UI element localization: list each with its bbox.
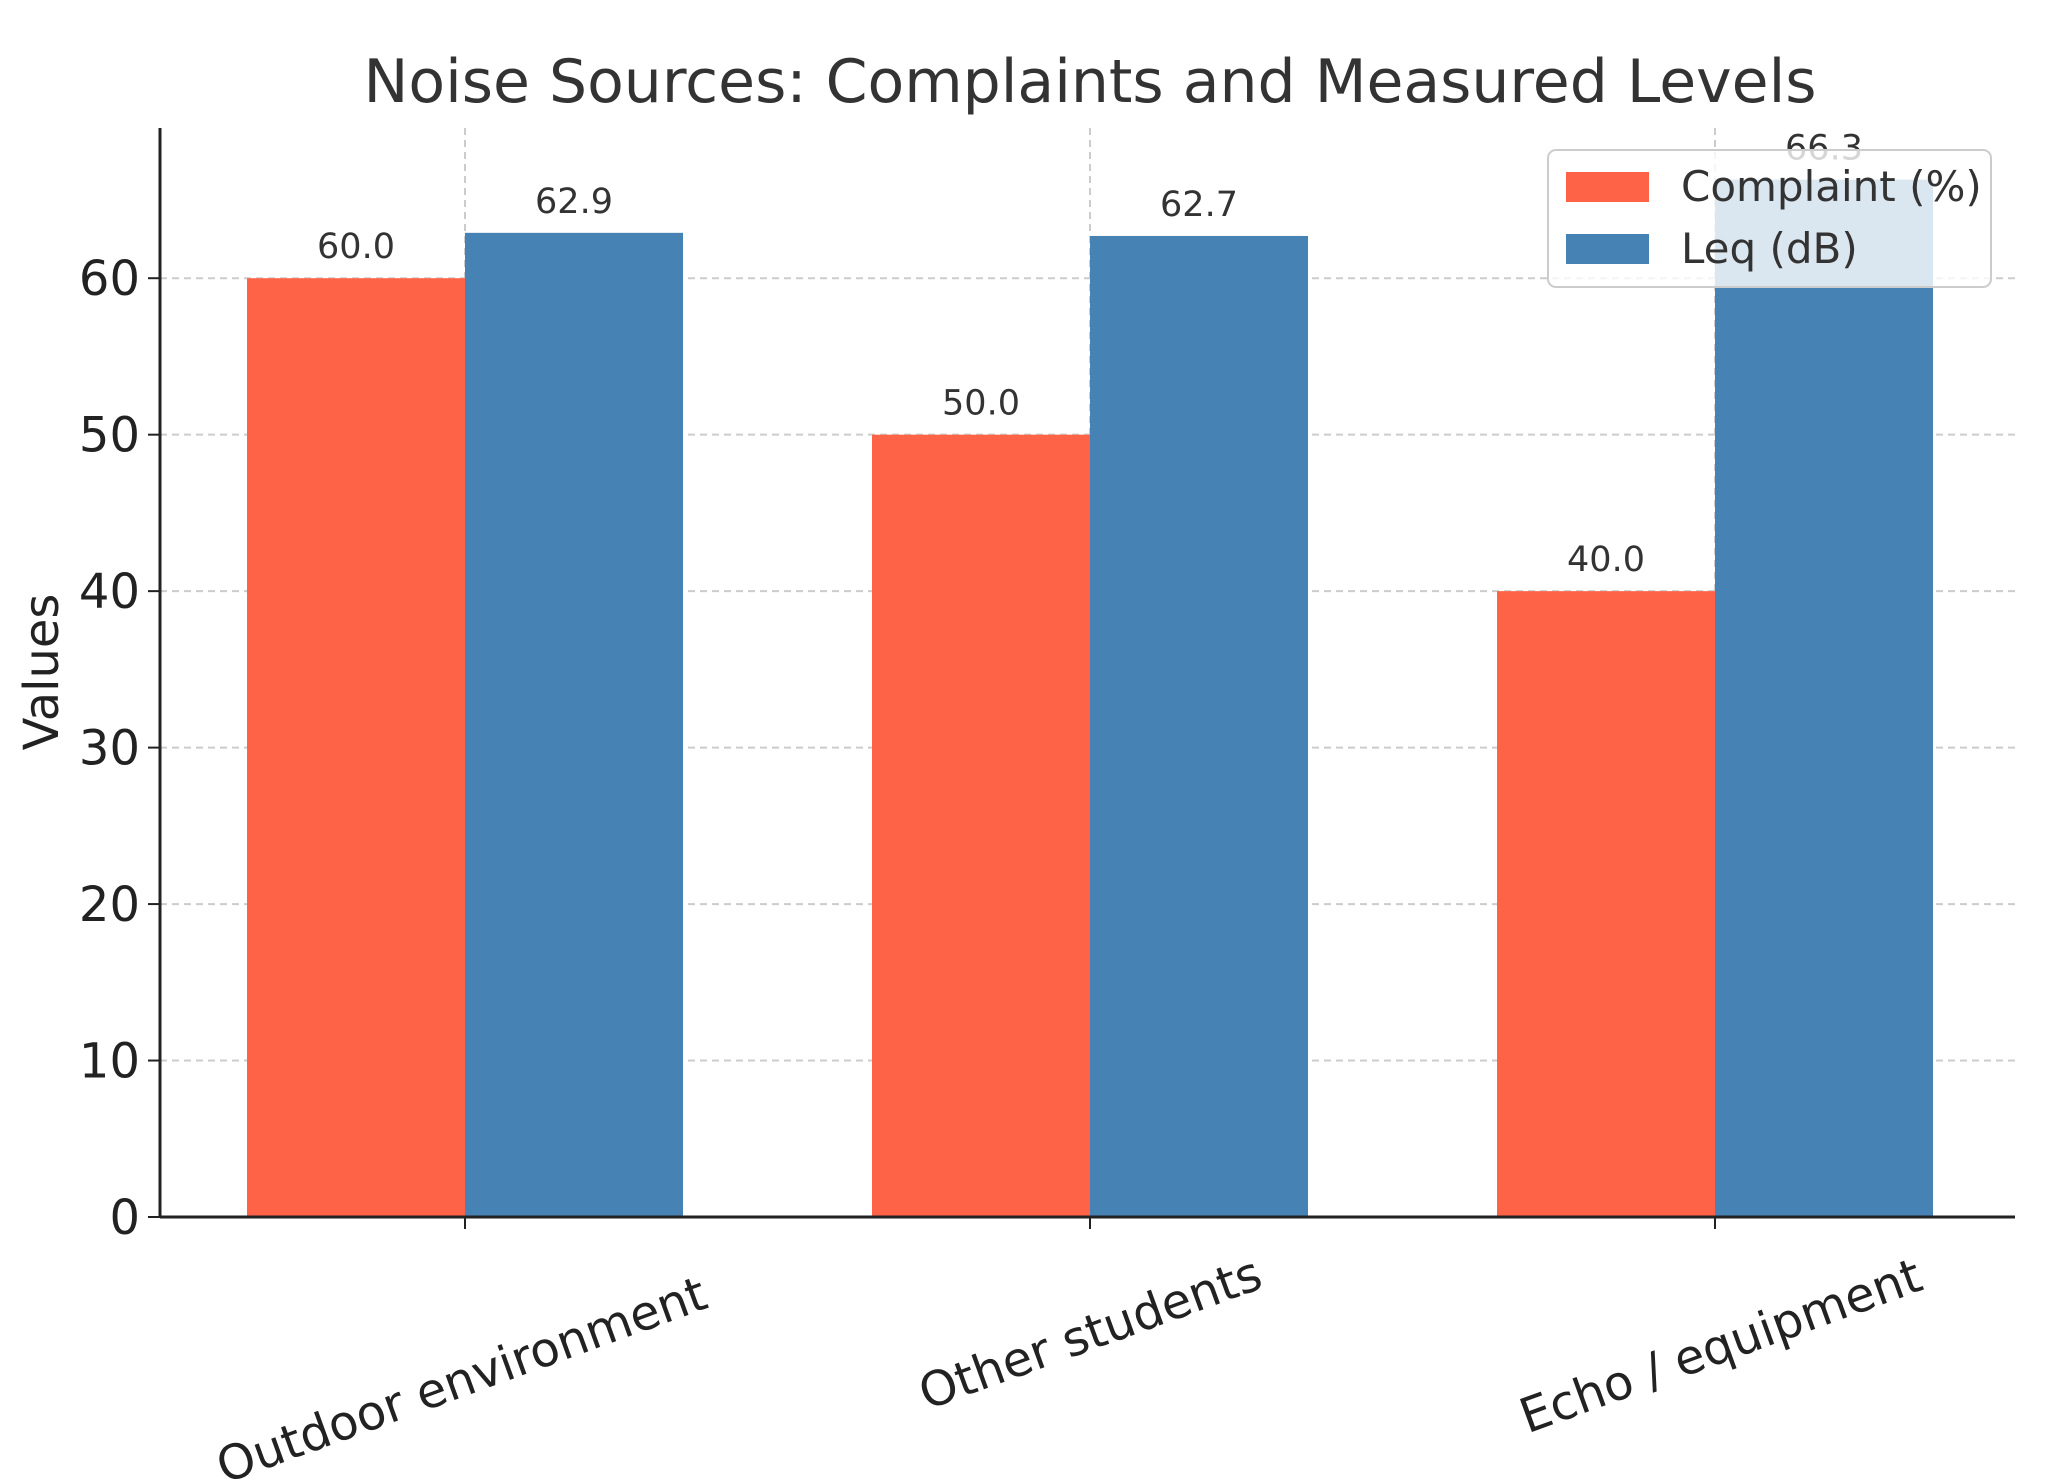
y-tick-label: 30 <box>79 721 140 777</box>
legend-label: Complaint (%) <box>1681 162 1982 211</box>
data-label: 40.0 <box>1567 540 1645 580</box>
y-axis-label: Values <box>14 594 70 751</box>
y-tick-label: 50 <box>79 408 140 464</box>
y-tick-label: 60 <box>79 251 140 307</box>
y-tick-labels: 0 10 20 30 40 50 60 <box>79 251 140 1246</box>
bar-leq <box>1715 179 1933 1217</box>
bar-leq <box>1090 235 1308 1218</box>
y-tick-label: 10 <box>79 1034 140 1090</box>
legend-swatch <box>1566 234 1649 264</box>
data-label: 62.7 <box>1160 185 1238 225</box>
y-tick-label: 0 <box>109 1190 140 1246</box>
legend: Complaint (%) Leq (dB) <box>1547 149 1992 288</box>
bars <box>247 179 1933 1218</box>
y-tick-label: 20 <box>79 877 140 933</box>
legend-box <box>1547 149 1992 288</box>
data-label: 50.0 <box>942 384 1020 424</box>
bar-leq <box>465 232 683 1217</box>
bar-complaint <box>1497 591 1715 1217</box>
bar-complaint <box>872 434 1090 1217</box>
bar-complaint <box>247 278 465 1217</box>
legend-swatch <box>1566 172 1649 202</box>
chart-title: Noise Sources: Complaints and Measured L… <box>363 47 1816 117</box>
data-label: 60.0 <box>317 227 395 267</box>
axes <box>148 128 2015 1229</box>
legend-label: Leq (dB) <box>1681 224 1858 273</box>
y-tick-label: 40 <box>79 564 140 620</box>
data-label: 62.9 <box>535 182 613 222</box>
